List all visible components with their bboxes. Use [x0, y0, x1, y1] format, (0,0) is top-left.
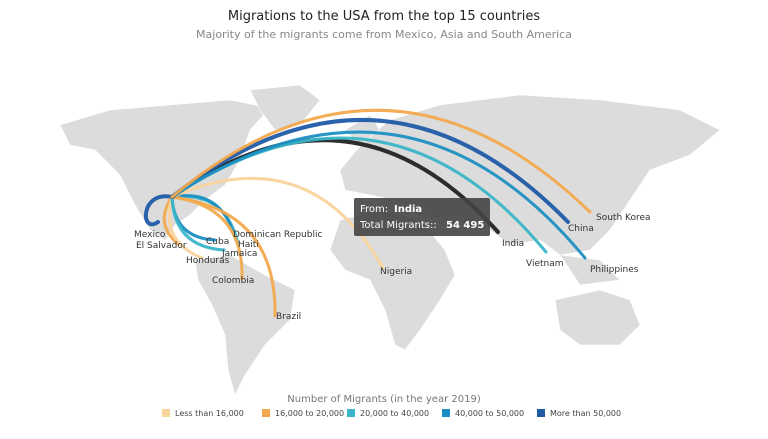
flow-arc[interactable] [170, 108, 592, 214]
legend-swatch[interactable] [262, 409, 270, 417]
country-label: China [568, 224, 594, 234]
country-label: Philippines [590, 265, 639, 275]
title: Migrations to the USA from the top 15 co… [228, 9, 540, 24]
country-label: El Salvador [136, 241, 187, 251]
legend-label[interactable]: 40,000 to 50,000 [455, 409, 524, 418]
flow-arcs [143, 108, 592, 318]
tooltip: From: India Total Migrants:: 54 495 [354, 198, 490, 236]
country-label: Honduras [186, 256, 230, 266]
country-label: India [502, 239, 524, 249]
flow-arc[interactable] [170, 118, 570, 224]
tooltip-from-label: From: [360, 204, 388, 215]
country-label: Jamaica [221, 249, 257, 259]
flow-arc[interactable] [167, 195, 204, 260]
legend-label[interactable]: 16,000 to 20,000 [275, 409, 344, 418]
flow-arc[interactable] [170, 130, 587, 260]
country-label: Colombia [212, 276, 254, 286]
tooltip-box [354, 198, 490, 236]
flow-arc[interactable] [170, 176, 385, 270]
legend-label[interactable]: 20,000 to 40,000 [360, 409, 429, 418]
tooltip-from: India [394, 204, 422, 215]
flow-arc[interactable] [143, 194, 174, 227]
tooltip-total: 54 495 [446, 220, 484, 231]
country-label: Haiti [238, 240, 259, 250]
legend-swatch[interactable] [347, 409, 355, 417]
legend-title: Number of Migrants (in the year 2019) [287, 394, 481, 405]
tooltip-total-label: Total Migrants:: [359, 220, 437, 231]
subtitle: Majority of the migrants come from Mexic… [196, 28, 572, 41]
world-map [59, 84, 721, 396]
country-label: Brazil [276, 312, 301, 322]
legend-swatch[interactable] [162, 409, 170, 417]
flow-arc[interactable] [170, 194, 236, 237]
legend-swatch[interactable] [537, 409, 545, 417]
country-label: Cuba [206, 237, 229, 247]
legend-swatch[interactable] [442, 409, 450, 417]
legend: Less than 16,000 16,000 to 20,000 20,000 t… [162, 409, 621, 418]
country-label: Vietnam [526, 259, 564, 269]
legend-label[interactable]: Less than 16,000 [175, 409, 244, 418]
flow-arc[interactable] [170, 195, 226, 252]
country-label: South Korea [596, 213, 651, 223]
country-label: Nigeria [380, 267, 412, 277]
country-label: Dominican Republic [233, 230, 322, 240]
country-label: Mexico [134, 230, 166, 240]
flow-arc[interactable] [170, 195, 277, 318]
legend-label[interactable]: More than 50,000 [550, 409, 621, 418]
